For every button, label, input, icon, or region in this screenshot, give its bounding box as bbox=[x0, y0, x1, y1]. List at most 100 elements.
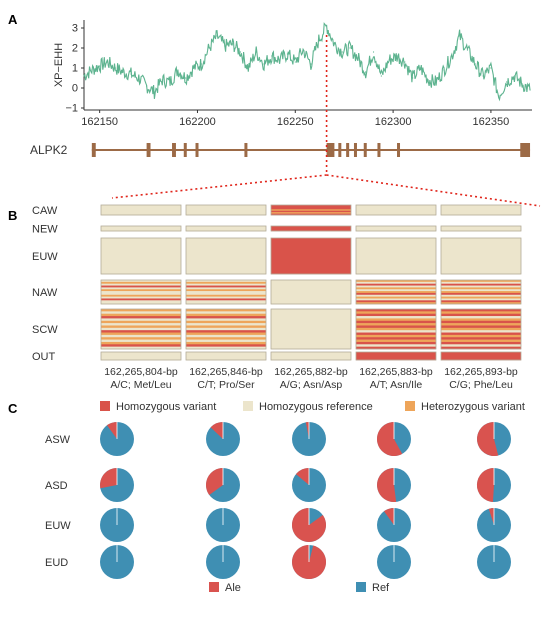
genotype-stripe bbox=[101, 311, 181, 315]
genotype-stripe bbox=[356, 320, 436, 324]
xp-ehh-point bbox=[318, 39, 320, 41]
genotype-cell bbox=[100, 225, 182, 232]
xp-ehh-point bbox=[498, 95, 500, 97]
exon bbox=[183, 143, 187, 157]
snp-change-label: A/C; Met/Leu bbox=[110, 379, 171, 391]
exon bbox=[91, 143, 96, 157]
genotype-stripe bbox=[186, 332, 266, 336]
xp-ehh-point bbox=[419, 67, 422, 69]
xp-ehh-point bbox=[412, 77, 414, 79]
genotype-stripe bbox=[101, 292, 181, 296]
genotype-cell bbox=[185, 204, 267, 216]
snp-position-label: 162,265,846-bp bbox=[189, 366, 263, 378]
exon bbox=[172, 143, 176, 157]
genotype-stripe bbox=[441, 334, 521, 338]
xp-ehh-point bbox=[529, 89, 531, 91]
snp-position-label: 162,265,893-bp bbox=[444, 366, 518, 378]
genotype-stripe bbox=[441, 226, 521, 232]
xp-ehh-point bbox=[365, 71, 367, 73]
exon bbox=[244, 143, 248, 157]
genotype-stripe bbox=[101, 291, 181, 294]
genotype-stripe bbox=[186, 280, 266, 283]
legend-swatch bbox=[243, 401, 253, 411]
xp-ehh-point bbox=[341, 51, 343, 53]
genotype-stripe bbox=[101, 352, 181, 361]
genotype-cell bbox=[185, 237, 267, 275]
x-tick-label: 162250 bbox=[277, 116, 314, 128]
xp-ehh-point bbox=[349, 47, 351, 49]
genotype-stripe bbox=[186, 283, 266, 286]
genotype-stripe bbox=[271, 213, 351, 216]
y-tick-label: −1 bbox=[65, 103, 78, 115]
genotype-cell bbox=[100, 351, 182, 361]
genotype-stripe bbox=[101, 334, 181, 338]
genotype-stripe bbox=[356, 318, 436, 322]
genotype-stripe bbox=[186, 339, 266, 343]
xp-ehh-point bbox=[185, 77, 187, 79]
genotype-stripe bbox=[101, 298, 181, 301]
genotype-stripe bbox=[441, 281, 521, 284]
genotype-stripe bbox=[101, 332, 181, 336]
genotype-stripe bbox=[186, 344, 266, 347]
genotype-stripe bbox=[356, 332, 436, 336]
snp-position-label: 162,265,882-bp bbox=[274, 366, 348, 378]
exon bbox=[326, 143, 335, 157]
xp-ehh-point bbox=[232, 43, 234, 45]
xp-ehh-point bbox=[146, 85, 148, 87]
pie-row-label-euw: EUW bbox=[45, 520, 71, 532]
genotype-stripe bbox=[186, 320, 266, 324]
genotype-stripe bbox=[101, 330, 181, 333]
xp-ehh-point bbox=[427, 79, 429, 81]
exon bbox=[338, 143, 342, 157]
genotype-stripe bbox=[356, 313, 436, 317]
genotype-stripe bbox=[441, 325, 521, 329]
genotype-stripe bbox=[186, 298, 266, 301]
genotype-stripe bbox=[186, 311, 266, 315]
genotype-stripe bbox=[356, 292, 436, 296]
genotype-stripe bbox=[186, 316, 266, 319]
exon bbox=[195, 143, 199, 157]
pie-ale-slice bbox=[107, 422, 117, 439]
xp-ehh-point bbox=[380, 75, 382, 77]
genotype-stripe bbox=[271, 352, 351, 361]
genotype-stripe bbox=[186, 294, 266, 297]
allele-legend: Ale Ref bbox=[209, 582, 390, 594]
genotype-cell bbox=[270, 308, 352, 350]
xp-ehh-point bbox=[490, 67, 492, 69]
pie-ale-slice bbox=[210, 422, 223, 439]
xp-ehh-point bbox=[247, 67, 249, 69]
genotype-stripe bbox=[356, 311, 436, 315]
exon bbox=[353, 143, 357, 157]
genotype-stripe bbox=[271, 212, 351, 214]
xp-ehh-point bbox=[91, 69, 93, 71]
genotype-stripe bbox=[271, 309, 351, 350]
genotype-stripe bbox=[186, 287, 266, 290]
genotype-stripe bbox=[356, 323, 436, 326]
genotype-stripe bbox=[271, 280, 351, 305]
genotype-cell bbox=[270, 225, 352, 232]
genotype-cell bbox=[100, 237, 182, 275]
genotype-stripe bbox=[356, 238, 436, 275]
genotype-stripe bbox=[101, 327, 181, 331]
xp-ehh-point bbox=[302, 49, 304, 51]
genotype-stripe bbox=[441, 327, 521, 331]
panel-c-letter: C bbox=[8, 401, 18, 416]
row-label-naw: NAW bbox=[32, 287, 58, 299]
xp-ehh-point bbox=[169, 81, 171, 83]
legend-swatch-ale bbox=[209, 582, 219, 592]
genotype-stripe bbox=[441, 205, 521, 216]
genotype-stripe bbox=[356, 226, 436, 232]
genotype-stripe bbox=[356, 309, 436, 312]
genotype-stripe bbox=[186, 352, 266, 361]
y-tick-label: 0 bbox=[72, 83, 78, 95]
xp-ehh-point bbox=[404, 61, 406, 63]
genotype-stripe bbox=[441, 311, 521, 315]
genotype-stripe bbox=[186, 334, 266, 338]
xp-ehh-point bbox=[325, 25, 328, 27]
gene-track: ALPK2 bbox=[30, 143, 531, 157]
genotype-stripe bbox=[271, 205, 351, 207]
xp-ehh-point bbox=[513, 75, 515, 77]
genotype-stripe bbox=[356, 330, 436, 333]
genotype-stripe bbox=[101, 238, 181, 275]
x-tick-label: 162200 bbox=[179, 116, 216, 128]
